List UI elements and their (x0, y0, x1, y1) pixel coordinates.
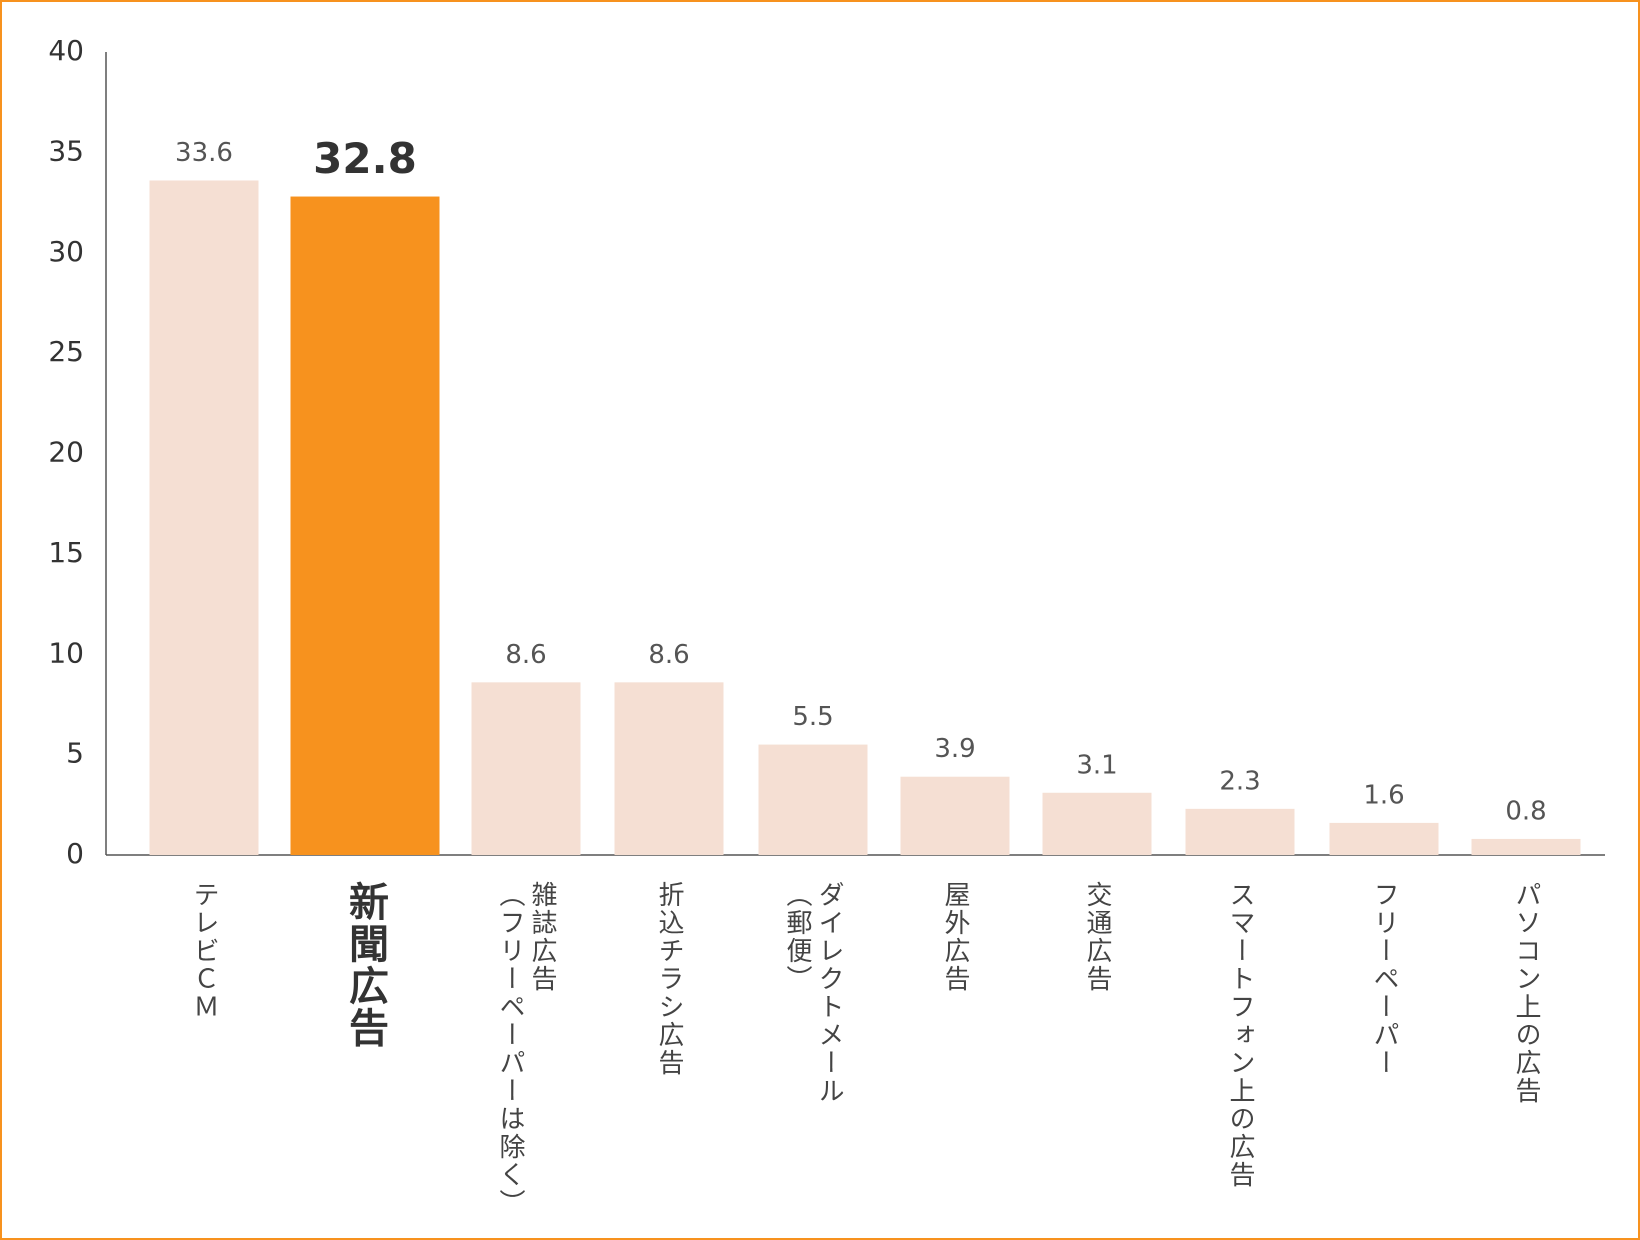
bar (900, 776, 1010, 855)
y-tick-label: 5 (66, 737, 84, 770)
y-tick-label: 20 (48, 436, 84, 469)
x-tick-label: 新聞広告 (342, 881, 388, 1049)
x-tick-label: ダイレクトメール （郵便） (782, 881, 844, 1105)
bar (1185, 808, 1295, 855)
y-tick-label: 30 (48, 235, 84, 268)
value-label: 3.1 (1076, 750, 1117, 780)
y-tick-label: 15 (48, 536, 84, 569)
bar (149, 180, 259, 856)
y-tick-label: 35 (48, 134, 84, 167)
value-label: 1.6 (1363, 780, 1404, 810)
y-tick-label: 25 (48, 335, 84, 368)
bar (614, 682, 724, 855)
value-label: 8.6 (648, 640, 689, 670)
x-tick-label: 屋外広告 (940, 881, 970, 993)
bar (1329, 822, 1439, 855)
y-tick-label: 40 (48, 34, 84, 67)
x-tick-label: テレビＣＭ (189, 881, 219, 1021)
y-tick-label: 10 (48, 636, 84, 669)
x-tick-label: パソコン上の広告 (1511, 881, 1541, 1105)
bar (290, 196, 440, 856)
y-tick-label: 0 (66, 837, 84, 870)
bar (758, 744, 868, 855)
bar (1471, 838, 1581, 855)
value-label: 32.8 (313, 134, 417, 183)
bar (1042, 792, 1152, 855)
value-label: 0.8 (1505, 796, 1546, 826)
value-label: 5.5 (792, 702, 833, 732)
x-tick-label: フリーペーパー (1369, 881, 1399, 1077)
value-label: 8.6 (505, 640, 546, 670)
x-tick-label: 折込チラシ広告 (654, 881, 684, 1077)
bar (471, 682, 581, 855)
value-label: 33.6 (175, 138, 233, 168)
x-tick-label: スマートフォン上の広告 (1225, 881, 1255, 1189)
value-label: 2.3 (1219, 766, 1260, 796)
value-label: 3.9 (934, 734, 975, 764)
x-tick-label: 交通広告 (1082, 881, 1112, 993)
x-tick-label: 雑誌広告 （フリーペーパーは除く） (495, 881, 557, 1217)
